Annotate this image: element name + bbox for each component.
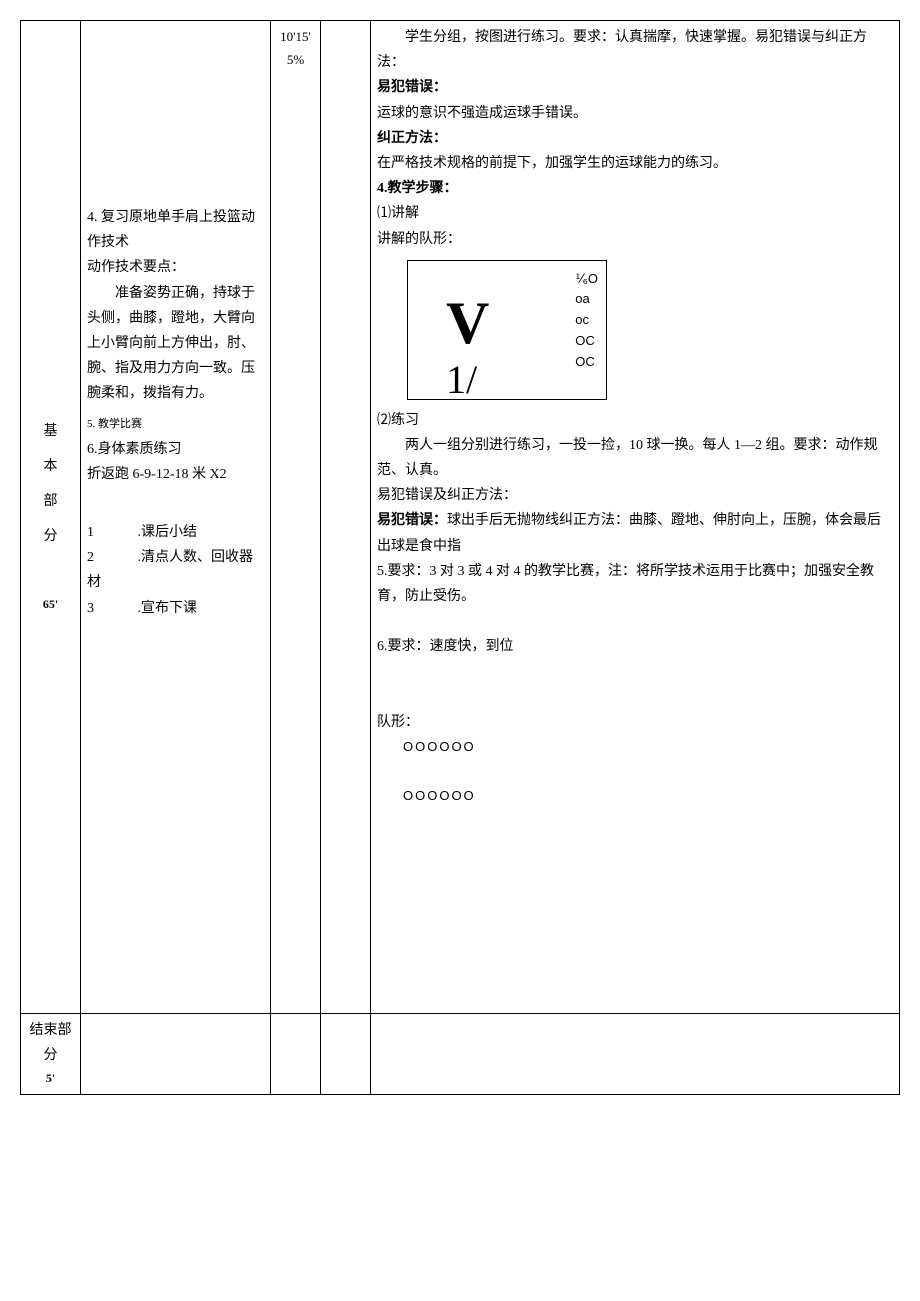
formation-row-1: OOOOOO	[403, 735, 893, 758]
content-item-6: 6.身体素质练习 折返跑 6-9-12-18 米 X2	[87, 437, 264, 487]
method-error2-block: 易犯错误：球出手后无抛物线纠正方法：曲膝、蹬地、伸肘向上，压腕，体会最后出球是食…	[377, 508, 893, 558]
method-correct-text: 在严格技术规格的前提下，加强学生的运球能力的练习。	[377, 151, 893, 176]
item5-title: 5. 教学比赛	[87, 415, 264, 429]
method-step1-label: ⑴讲解	[377, 201, 893, 226]
diagram-row: oa	[575, 289, 598, 310]
section-char: 基	[27, 414, 74, 449]
end-content-cell	[81, 1013, 271, 1094]
diagram-row: OC	[575, 352, 598, 373]
content-item-4: 4. 复习原地单手肩上投篮动作技术 动作技术要点： 准备姿势正确，持球于头侧，曲…	[87, 205, 264, 407]
end-spacer-cell	[321, 1013, 371, 1094]
page-container: 基 本 部 分 65' 4. 复习原地单手肩上投篮动作技术 动作技术要点： 准备…	[20, 20, 900, 1095]
content-cell: 4. 复习原地单手肩上投篮动作技术 动作技术要点： 准备姿势正确，持球于头侧，曲…	[81, 21, 271, 1014]
method-error-label: 易犯错误：	[377, 75, 893, 100]
method-req5: 5.要求：3 对 3 或 4 对 4 的教学比赛，注：将所学技术运用于比赛中；加…	[377, 559, 893, 609]
end-num: 3	[87, 601, 94, 616]
method-step2-body: 两人一组分别进行练习，一投一捡，10 球一换。每人 1—2 组。要求：动作规范、…	[377, 433, 893, 483]
spacer-cell	[321, 21, 371, 1014]
formation-diagram: V 1/ ⅟₆O oa oc OC OC	[407, 260, 607, 400]
end-num: 2	[87, 550, 94, 565]
diagram-row: ⅟₆O	[575, 269, 598, 290]
section-char: 部	[27, 484, 74, 519]
diagram-inner: V 1/ ⅟₆O oa oc OC OC	[416, 269, 598, 391]
error2-label: 易犯错误：	[377, 513, 447, 528]
section-label-basic: 基 本 部 分 65'	[27, 414, 74, 619]
table-row-end: 结束部 分 5'	[21, 1013, 900, 1094]
end-time: 5'	[27, 1068, 74, 1090]
formation-row-2: OOOOOO	[403, 784, 893, 807]
method-error2-intro: 易犯错误及纠正方法：	[377, 483, 893, 508]
method-cell: 学生分组，按图进行练习。要求：认真揣摩，快速掌握。易犯错误与纠正方法： 易犯错误…	[371, 21, 900, 1014]
lesson-plan-table: 基 本 部 分 65' 4. 复习原地单手肩上投篮动作技术 动作技术要点： 准备…	[20, 20, 900, 1095]
section-time: 65'	[27, 589, 74, 619]
end-items: 1 .课后小结 2 .清点人数、回收器材 3 .宣布下课	[87, 520, 264, 621]
section-char: 分	[27, 519, 74, 554]
diagram-row: OC	[575, 331, 598, 352]
diagram-big-num: 1/	[446, 344, 477, 416]
end-num: 1	[87, 525, 94, 540]
content-item-5: 5. 教学比赛	[87, 415, 264, 429]
section-cell-end: 结束部 分 5'	[21, 1013, 81, 1094]
item4-subtitle: 动作技术要点：	[87, 255, 264, 280]
method-intro: 学生分组，按图进行练习。要求：认真揣摩，快速掌握。易犯错误与纠正方法：	[377, 25, 893, 75]
method-error-text: 运球的意识不强造成运球手错误。	[377, 101, 893, 126]
timing-duration: 10'15'	[277, 25, 314, 48]
item6-body: 折返跑 6-9-12-18 米 X2	[87, 462, 264, 487]
end-text: .课后小结	[138, 525, 198, 540]
end-item-3: 3 .宣布下课	[87, 596, 264, 621]
end-label-1: 结束部	[27, 1018, 74, 1043]
method-req6: 6.要求：速度快，到位	[377, 634, 893, 659]
end-item-1: 1 .课后小结	[87, 520, 264, 545]
timing-percent: 5%	[277, 48, 314, 71]
section-cell-basic: 基 本 部 分 65'	[21, 21, 81, 1014]
diagram-side-rows: ⅟₆O oa oc OC OC	[575, 269, 598, 373]
method-steps-title: 4.教学步骤：	[377, 176, 893, 201]
method-correct-label: 纠正方法：	[377, 126, 893, 151]
end-text: .清点人数、回收器材	[87, 550, 253, 590]
section-char: 本	[27, 449, 74, 484]
item6-title: 6.身体素质练习	[87, 437, 264, 462]
method-step1-sub: 讲解的队形：	[377, 227, 893, 252]
formation-label: 队形：	[377, 710, 893, 735]
error2-text: 球出手后无抛物线纠正方法：曲膝、蹬地、伸肘向上，压腕，体会最后出球是食中指	[377, 513, 881, 553]
time-cell: 10'15' 5%	[271, 21, 321, 1014]
end-text: .宣布下课	[138, 601, 198, 616]
end-method-cell	[371, 1013, 900, 1094]
end-item-2: 2 .清点人数、回收器材	[87, 545, 264, 595]
item4-title: 4. 复习原地单手肩上投篮动作技术	[87, 205, 264, 255]
end-label-2: 分	[27, 1043, 74, 1068]
end-time-cell	[271, 1013, 321, 1094]
item4-body: 准备姿势正确，持球于头侧，曲膝，蹬地，大臂向上小臂向前上方伸出，肘、腕、指及用力…	[87, 281, 264, 407]
table-row: 基 本 部 分 65' 4. 复习原地单手肩上投篮动作技术 动作技术要点： 准备…	[21, 21, 900, 1014]
diagram-row: oc	[575, 310, 598, 331]
